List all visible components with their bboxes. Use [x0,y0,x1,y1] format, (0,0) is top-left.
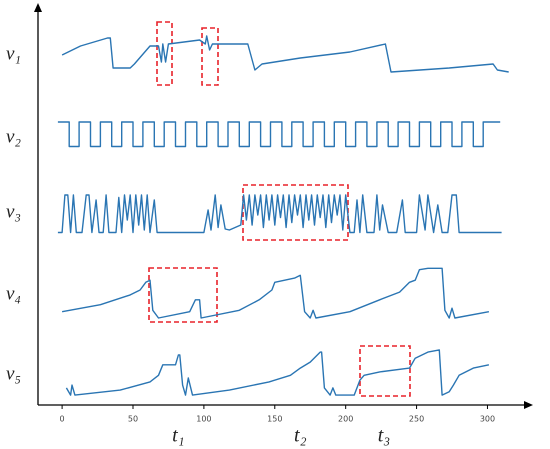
series-label: v₂ [6,126,21,147]
series-line [61,267,490,319]
x-tick-label: 100 [196,415,211,424]
highlight-box [201,27,219,86]
y-arrow [34,3,42,12]
x-tick-label: 50 [128,415,138,424]
x-tick-label: 200 [338,415,353,424]
series-line [57,121,501,148]
highlight-box [359,345,411,397]
series-label: v₄ [6,283,21,304]
series-label: v₃ [6,201,21,222]
x-tick-label: 250 [409,415,424,424]
series-label: v₅ [6,363,21,384]
series-label: v₁ [6,43,21,64]
x-arrow [524,401,533,409]
time-label: t₃ [378,425,391,447]
x-tick-label: 300 [480,415,495,424]
series-line [65,349,490,396]
x-tick-label: 150 [267,415,282,424]
time-label: t₁ [172,425,185,447]
series-line [57,194,502,234]
highlight-box [148,267,218,323]
time-label: t₂ [294,425,307,447]
series-line [61,35,509,73]
highlight-box [156,21,173,86]
x-tick-label: 0 [60,415,65,424]
